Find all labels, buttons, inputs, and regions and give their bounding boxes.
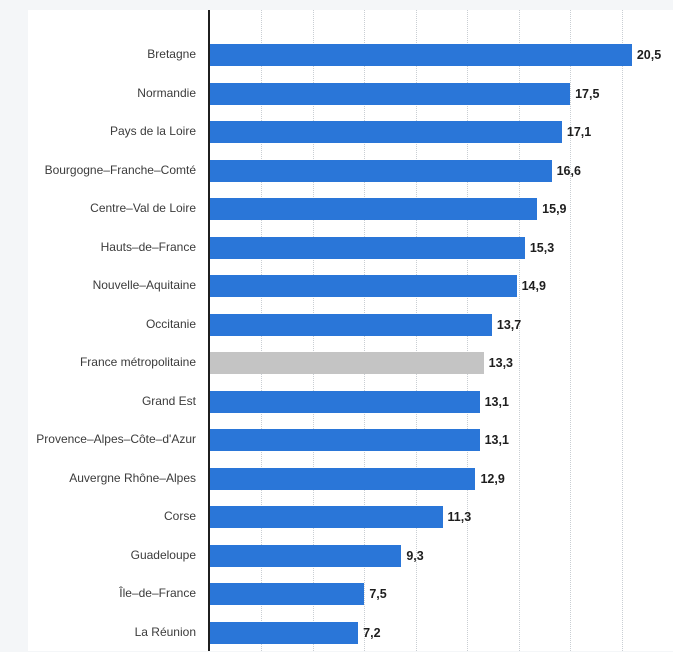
category-label: Bourgogne–Franche–Comté [28,164,208,178]
bar-row: La Réunion 7,2 [28,614,673,652]
category-label: France métropolitaine [28,356,208,370]
value-label: 13,1 [485,433,509,447]
category-label: Hauts–de–France [28,241,208,255]
bar-plot-area: 17,5 [210,83,673,105]
bar[interactable] [210,545,401,567]
bar-row: Grand Est 13,1 [28,383,673,422]
bar-plot-area: 7,2 [210,622,673,644]
bar-row: Bretagne 20,5 [28,36,673,75]
bar-plot-area: 13,7 [210,314,673,336]
bar[interactable] [210,83,570,105]
category-label: Pays de la Loire [28,125,208,139]
category-label: Occitanie [28,318,208,332]
category-label: Corse [28,510,208,524]
bar[interactable] [210,429,480,451]
bar[interactable] [210,237,525,259]
category-label: Nouvelle–Aquitaine [28,279,208,293]
bar[interactable] [210,275,517,297]
value-label: 7,2 [363,626,380,640]
bar[interactable] [210,198,537,220]
category-label: Grand Est [28,395,208,409]
category-label: Centre–Val de Loire [28,202,208,216]
bar-row: Centre–Val de Loire 15,9 [28,190,673,229]
value-label: 17,1 [567,125,591,139]
chart-card: Bretagne 20,5 Normandie 17,5 Pays de la Loir… [28,10,673,651]
bar-plot-area: 17,1 [210,121,673,143]
bar-row: Provence–Alpes–Côte–d'Azur 13,1 [28,421,673,460]
bar-row: France métropolitaine 13,3 [28,344,673,383]
bar[interactable] [210,622,358,644]
value-label: 14,9 [522,279,546,293]
bar-plot-area: 11,3 [210,506,673,528]
bar-plot-area: 13,1 [210,391,673,413]
category-label: Provence–Alpes–Côte–d'Azur [28,433,208,447]
category-label: Guadeloupe [28,549,208,563]
bar-row: Île–de–France 7,5 [28,575,673,614]
value-label: 16,6 [557,164,581,178]
bar-plot-area: 15,3 [210,237,673,259]
bar-rows: Bretagne 20,5 Normandie 17,5 Pays de la Loir… [28,36,673,652]
value-label: 11,3 [448,510,472,524]
value-label: 13,7 [497,318,521,332]
value-label: 9,3 [406,549,423,563]
bar-plot-area: 9,3 [210,545,673,567]
value-label: 15,3 [530,241,554,255]
bar-plot-area: 20,5 [210,44,673,66]
bar[interactable] [210,583,364,605]
bar[interactable] [210,391,480,413]
bar-plot-area: 15,9 [210,198,673,220]
bar-row: Pays de la Loire 17,1 [28,113,673,152]
bar-row: Normandie 17,5 [28,75,673,114]
bar-plot-area: 13,3 [210,352,673,374]
bar-plot-area: 14,9 [210,275,673,297]
bar[interactable] [210,160,552,182]
value-label: 13,1 [485,395,509,409]
bar-plot-area: 13,1 [210,429,673,451]
value-label: 17,5 [575,87,599,101]
bar-plot-area: 16,6 [210,160,673,182]
value-label: 20,5 [637,48,661,62]
bar[interactable] [210,44,632,66]
bar[interactable] [210,352,484,374]
bar-row: Auvergne Rhône–Alpes 12,9 [28,460,673,499]
bar-row: Occitanie 13,7 [28,306,673,345]
value-label: 7,5 [369,587,386,601]
bar-row: Bourgogne–Franche–Comté 16,6 [28,152,673,191]
bar-row: Corse 11,3 [28,498,673,537]
bar[interactable] [210,506,443,528]
bar-plot-area: 7,5 [210,583,673,605]
bar[interactable] [210,121,562,143]
value-label: 12,9 [480,472,504,486]
bar-row: Guadeloupe 9,3 [28,537,673,576]
value-label: 13,3 [489,356,513,370]
value-label: 15,9 [542,202,566,216]
bar[interactable] [210,314,492,336]
category-label: Normandie [28,87,208,101]
bar-chart: Bretagne 20,5 Normandie 17,5 Pays de la Loir… [28,10,673,651]
category-label: Bretagne [28,48,208,62]
category-label: La Réunion [28,626,208,640]
category-label: Île–de–France [28,587,208,601]
bar-plot-area: 12,9 [210,468,673,490]
bar[interactable] [210,468,475,490]
category-label: Auvergne Rhône–Alpes [28,472,208,486]
bar-row: Hauts–de–France 15,3 [28,229,673,268]
bar-row: Nouvelle–Aquitaine 14,9 [28,267,673,306]
